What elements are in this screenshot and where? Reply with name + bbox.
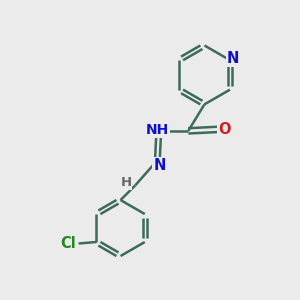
Text: N: N	[227, 51, 239, 66]
Text: O: O	[218, 122, 230, 137]
Text: Cl: Cl	[61, 236, 76, 251]
Text: H: H	[120, 176, 131, 189]
Text: NH: NH	[146, 123, 169, 137]
Text: N: N	[154, 158, 166, 173]
